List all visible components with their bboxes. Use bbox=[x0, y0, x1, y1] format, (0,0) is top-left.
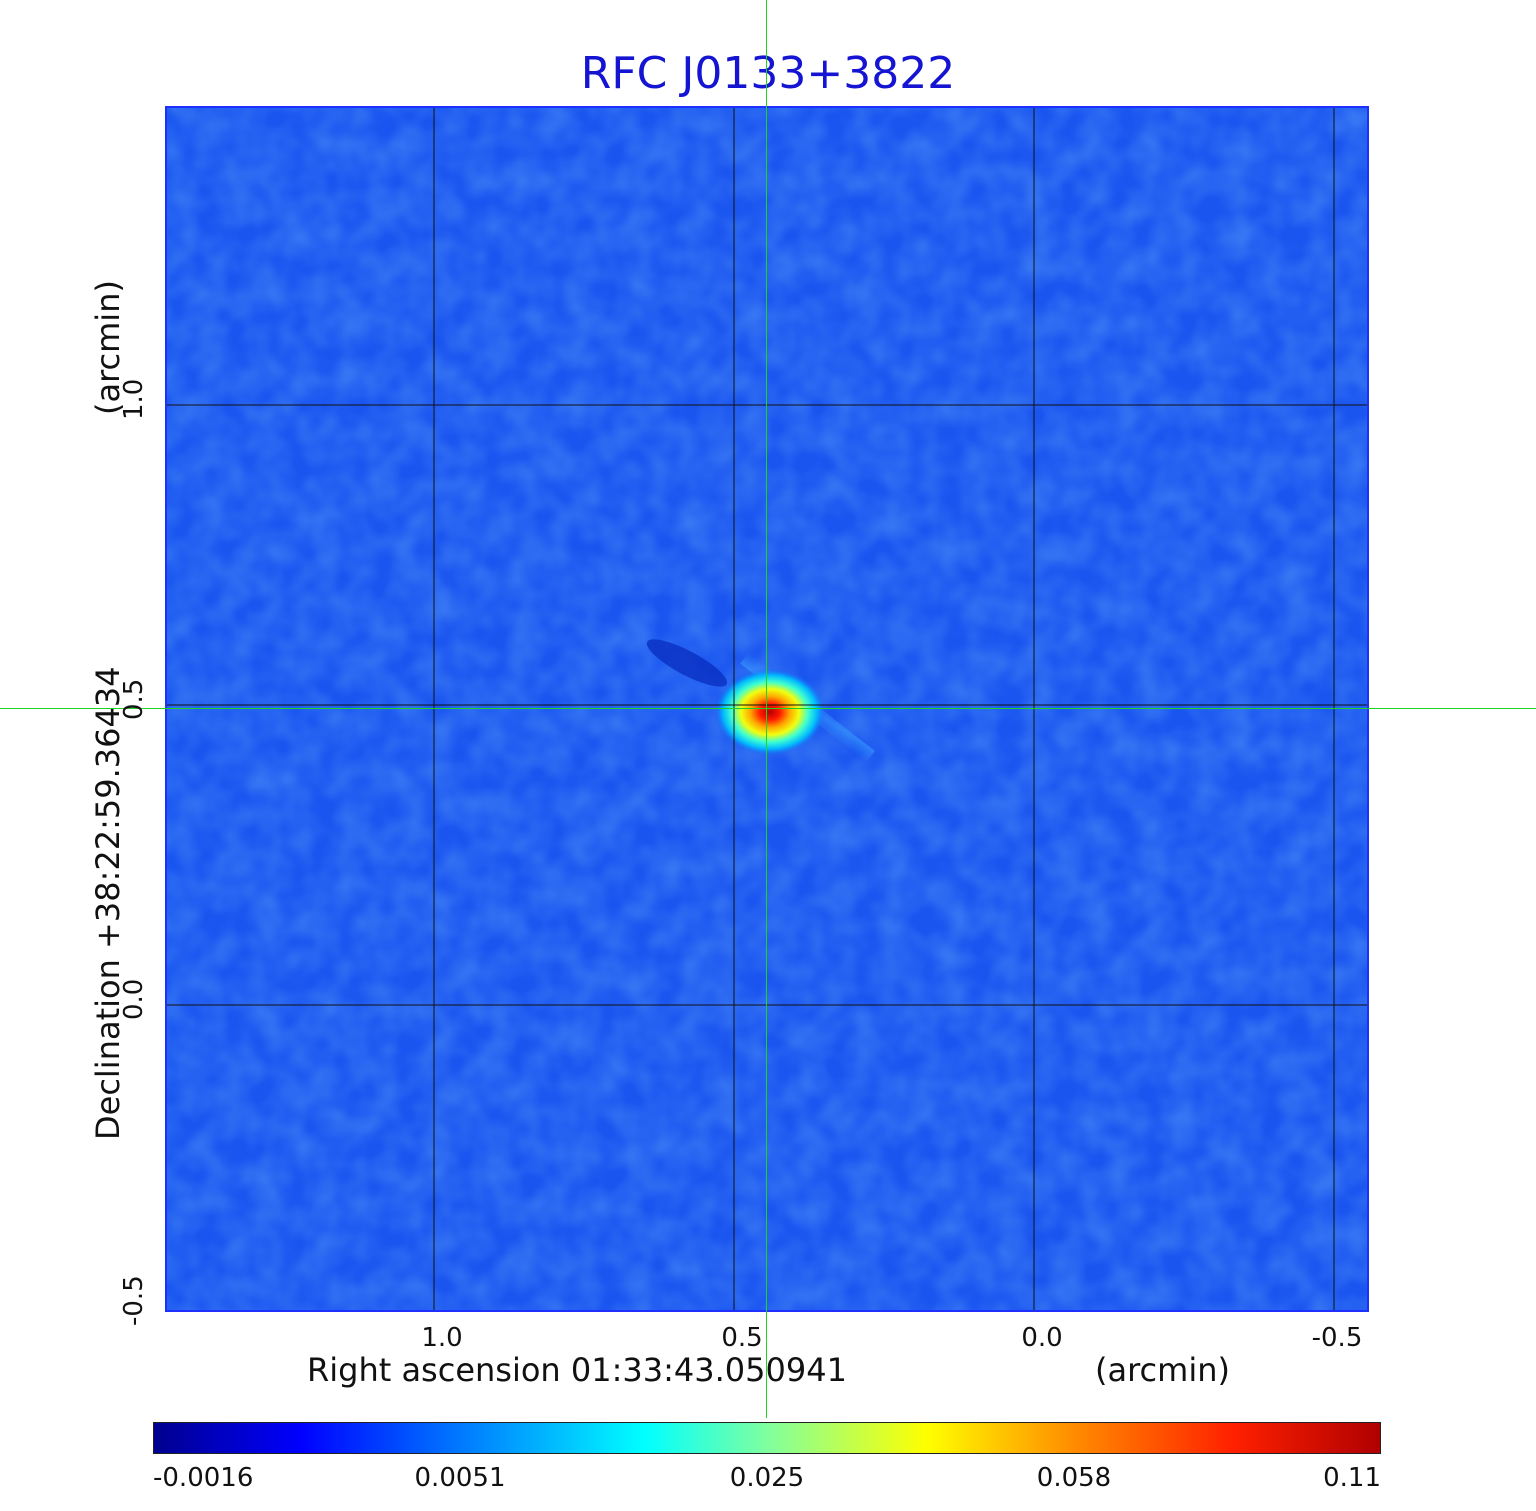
x-tick-label: 0.5 bbox=[721, 1323, 763, 1353]
colorbar-tick-label: -0.0016 bbox=[153, 1463, 254, 1493]
coordinate-grid bbox=[167, 108, 1367, 1310]
colorbar-tick-label: 0.11 bbox=[1323, 1463, 1381, 1493]
x-tick-label: 0.0 bbox=[1021, 1323, 1063, 1353]
plot-title: RFC J0133+3822 bbox=[580, 48, 956, 99]
y-axis-label-text: Declination +38:22:59.36434 bbox=[89, 666, 127, 1140]
radio-source bbox=[714, 668, 826, 756]
negative-sidelobe bbox=[646, 639, 728, 687]
radio-image-panel[interactable] bbox=[165, 106, 1369, 1312]
colorbar-tick-label: 0.0051 bbox=[414, 1463, 506, 1493]
colorbar bbox=[153, 1422, 1381, 1454]
crosshair-vertical bbox=[766, 0, 767, 1418]
radio-image bbox=[167, 108, 1367, 1310]
y-axis-units: (arcmin) bbox=[89, 280, 127, 415]
colorbar-tick-label: 0.025 bbox=[729, 1463, 805, 1493]
x-tick-label: 1.0 bbox=[421, 1323, 463, 1353]
crosshair-horizontal bbox=[0, 708, 1536, 709]
x-tick-label: -0.5 bbox=[1311, 1323, 1363, 1353]
x-axis-label: Right ascension 01:33:43.050941 bbox=[307, 1351, 847, 1389]
x-axis-units: (arcmin) bbox=[1095, 1351, 1230, 1389]
colorbar-tick-label: 0.058 bbox=[1036, 1463, 1112, 1493]
y-tick-label: -0.5 bbox=[119, 1275, 149, 1326]
